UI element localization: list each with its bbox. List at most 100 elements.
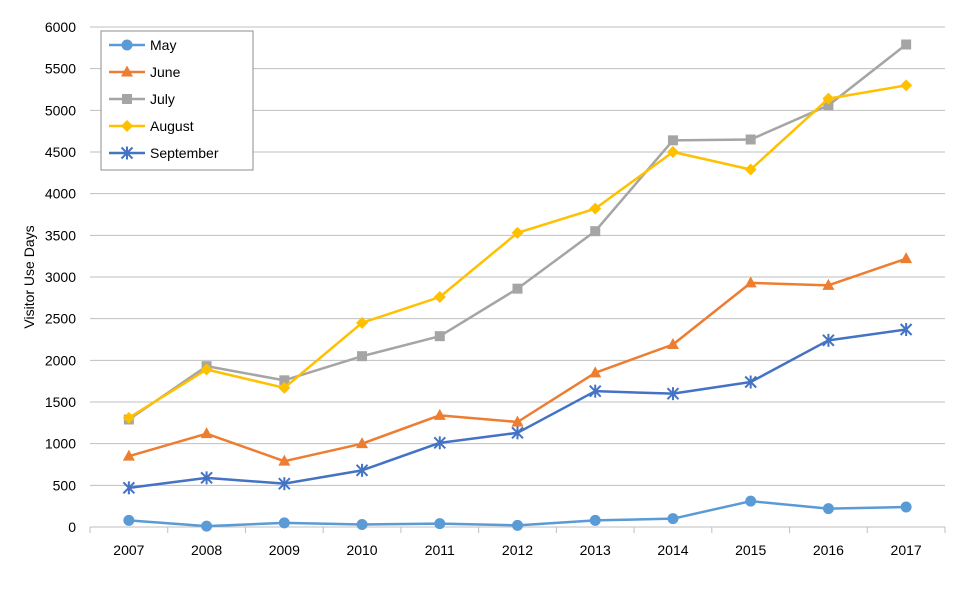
legend-item-june: June: [109, 64, 181, 80]
data-point-august: [122, 411, 135, 424]
data-point-june: [900, 252, 913, 264]
y-tick-label: 5500: [45, 61, 76, 77]
series-may: [123, 495, 912, 532]
data-point-september: [200, 471, 213, 485]
y-tick-label: 3500: [45, 227, 76, 243]
data-point-august: [200, 363, 213, 376]
data-point-may: [201, 520, 213, 532]
series-september: [122, 323, 913, 495]
data-point-september: [511, 426, 524, 440]
x-tick-label: 2011: [425, 542, 455, 558]
y-tick-label: 500: [53, 477, 77, 493]
y-tick-label: 2500: [45, 311, 76, 327]
data-point-august: [356, 316, 369, 329]
legend-label: September: [150, 145, 219, 161]
legend-marker-july: [122, 94, 132, 104]
data-point-may: [356, 519, 368, 530]
legend-item-july: July: [109, 91, 175, 107]
series-august: [122, 79, 913, 424]
data-point-july: [279, 375, 290, 386]
legend: May June July August September: [100, 30, 254, 171]
series-line-september: [128, 328, 907, 490]
legend-marker-september: [120, 146, 134, 160]
x-tick-label: 2013: [580, 542, 611, 558]
legend-marker-june: [121, 65, 133, 77]
data-point-september: [666, 387, 680, 401]
x-tick-label: 2012: [502, 542, 533, 558]
data-point-august: [511, 226, 524, 239]
data-point-may: [278, 517, 290, 529]
legend-label: May: [150, 37, 176, 53]
data-point-july: [357, 351, 368, 362]
x-tick-label: 2014: [657, 542, 688, 558]
data-point-july: [512, 283, 523, 294]
y-axis-title: Visitor Use Days: [21, 225, 37, 328]
data-point-may: [822, 503, 834, 515]
data-point-june: [744, 276, 757, 288]
data-point-september: [122, 481, 136, 495]
data-point-july: [667, 135, 678, 146]
data-point-june: [356, 437, 369, 449]
data-point-august: [822, 92, 835, 105]
data-point-september: [278, 477, 291, 491]
series-june: [122, 252, 913, 466]
x-tick-label: 2009: [269, 542, 300, 558]
legend-marker-may: [121, 39, 133, 51]
data-point-september: [355, 463, 369, 477]
data-point-august: [666, 146, 679, 158]
data-point-may: [123, 514, 135, 526]
data-point-september: [899, 323, 913, 336]
series-layer: [122, 39, 913, 532]
data-point-august: [900, 79, 913, 92]
data-point-june: [122, 449, 135, 461]
y-tick-label: 0: [68, 519, 76, 535]
data-point-august: [744, 163, 757, 176]
x-tick-label: 2007: [113, 542, 144, 558]
legend-label: July: [150, 91, 175, 107]
data-point-september: [744, 375, 757, 389]
y-tick-label: 3000: [45, 269, 76, 285]
x-tick-label: 2010: [346, 542, 377, 558]
data-point-july: [901, 39, 912, 50]
y-tick-label: 4500: [45, 144, 76, 160]
data-point-september: [433, 436, 446, 450]
data-point-may: [667, 513, 679, 525]
y-tick-label: 1500: [45, 394, 76, 410]
y-tick-label: 2000: [45, 352, 76, 368]
data-point-august: [278, 381, 291, 394]
data-point-july: [434, 331, 445, 342]
data-point-september: [589, 384, 602, 398]
legend-label: August: [150, 118, 194, 134]
data-point-july: [745, 134, 756, 145]
data-point-may: [900, 501, 912, 513]
data-point-july: [590, 226, 601, 237]
y-tick-label: 5000: [45, 102, 76, 118]
y-tick-label: 6000: [45, 19, 76, 35]
data-point-june: [200, 427, 213, 439]
x-tick-label: 2017: [891, 542, 922, 558]
legend-item-august: August: [109, 118, 194, 134]
legend-item-september: September: [109, 145, 219, 161]
data-point-june: [589, 366, 602, 378]
data-point-may: [512, 519, 523, 531]
data-point-august: [589, 202, 602, 215]
y-axis-ticks: 0 500 1000 1500 2000 2500 3000 3500 4000 4500 5000…: [45, 19, 76, 535]
data-point-may: [745, 495, 757, 507]
data-point-june: [511, 415, 524, 427]
data-point-june: [433, 408, 446, 420]
x-tick-label: 2016: [813, 542, 844, 558]
data-point-september: [822, 333, 835, 347]
x-tick-label: 2015: [735, 542, 766, 558]
x-tick-label: 2008: [191, 542, 222, 558]
legend-label: June: [150, 64, 181, 80]
data-point-may: [434, 518, 446, 530]
legend-marker-august: [121, 120, 133, 132]
data-point-june: [278, 454, 291, 466]
data-point-july: [823, 100, 834, 111]
y-tick-label: 4000: [45, 186, 76, 202]
y-tick-label: 1000: [45, 436, 76, 452]
data-point-may: [589, 514, 601, 526]
data-point-june: [822, 278, 835, 290]
legend-item-may: May: [109, 37, 176, 53]
